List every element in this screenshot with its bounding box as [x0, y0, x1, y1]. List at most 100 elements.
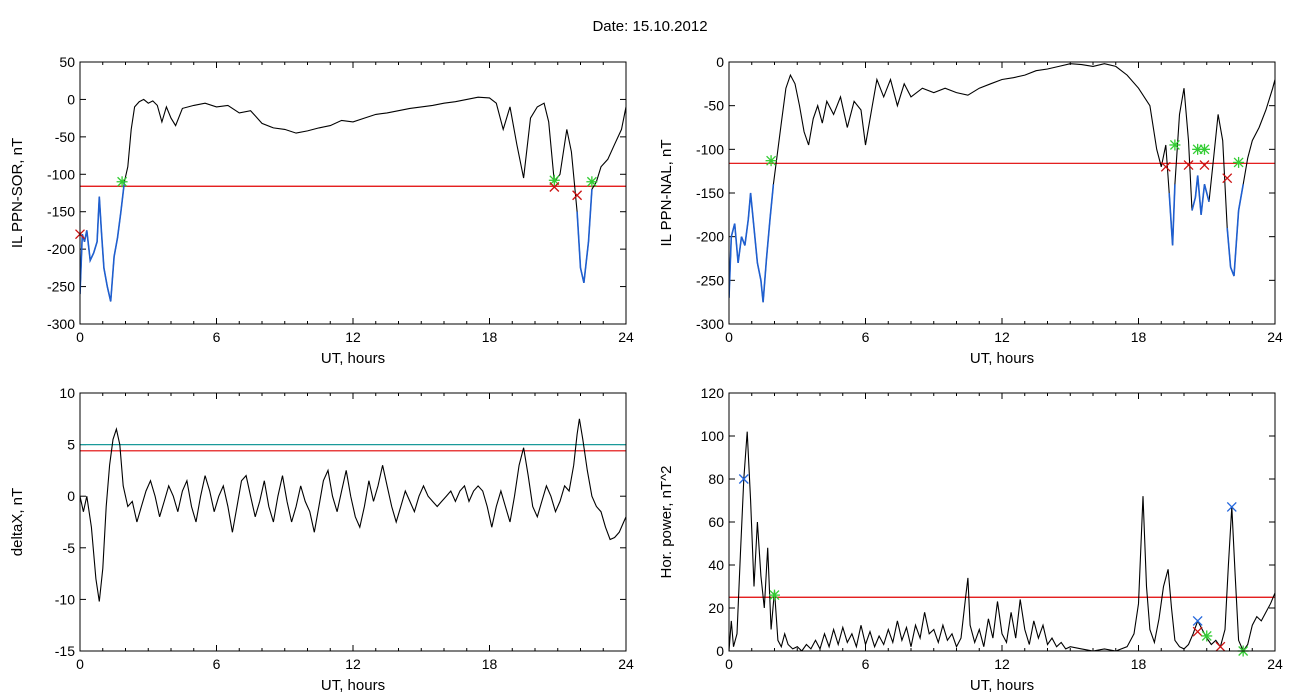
x-tick-label: 18 — [482, 329, 498, 345]
x-tick-label: 18 — [482, 656, 498, 672]
star-marker — [765, 155, 777, 167]
star-marker — [116, 176, 128, 188]
x-tick-label: 18 — [1131, 656, 1147, 672]
x-tick-label: 24 — [618, 656, 634, 672]
y-tick-label: 0 — [716, 643, 724, 659]
y-tick-label: 0 — [716, 54, 724, 70]
data-trace — [729, 63, 1275, 303]
y-tick-label: -250 — [696, 272, 724, 288]
y-tick-label: -300 — [47, 316, 75, 332]
x-tick-label: 0 — [725, 656, 733, 672]
x-axis-title: UT, hours — [970, 350, 1034, 367]
x-tick-label: 12 — [994, 329, 1010, 345]
y-tick-label: -50 — [55, 129, 75, 145]
marker-stroke — [1226, 501, 1237, 512]
chart-panel-1: 0 6 12 18 24 50 0 -50 -100 -150 -200 -250 -300 UT, ho… — [9, 54, 634, 367]
highlight-segment — [1226, 184, 1244, 277]
y-tick-label: -150 — [47, 204, 75, 220]
y-axis-title: IL PPN-NAL, nT — [658, 140, 675, 247]
x-marker — [1226, 501, 1237, 512]
star-marker — [586, 176, 598, 188]
plot-frame — [79, 392, 627, 652]
x-tick-label: 24 — [618, 329, 634, 345]
y-tick-label: -10 — [55, 591, 75, 607]
x-axis-title: UT, hours — [321, 350, 385, 367]
marker-stroke — [1222, 173, 1233, 184]
marker-stroke — [1192, 615, 1203, 626]
x-tick-label: 18 — [1131, 329, 1147, 345]
x-marker — [1199, 160, 1210, 171]
y-tick-label: 60 — [708, 514, 724, 530]
star-marker — [1201, 630, 1213, 642]
marker-stroke — [738, 474, 749, 484]
y-tick-label: -100 — [47, 166, 75, 182]
x-axis-title: UT, hours — [970, 677, 1034, 694]
x-tick-label: 0 — [76, 656, 84, 672]
marker-stroke — [1160, 161, 1171, 172]
x-tick-label: 6 — [213, 656, 221, 672]
star-marker — [1233, 156, 1245, 168]
plot-frame — [79, 61, 627, 325]
star-marker — [769, 589, 780, 601]
plot-frame — [728, 392, 1276, 652]
y-axis-title: Hor. power, nT^2 — [658, 466, 675, 579]
y-tick-label: 40 — [708, 557, 724, 573]
y-tick-label: 20 — [708, 600, 724, 616]
y-tick-label: -200 — [47, 241, 75, 257]
plot-frame — [728, 61, 1276, 325]
y-tick-label: 0 — [67, 91, 75, 107]
x-marker — [1222, 173, 1233, 184]
y-tick-label: 50 — [59, 54, 75, 70]
x-tick-label: 24 — [1267, 329, 1283, 345]
highlight-segment — [1191, 175, 1210, 215]
marker-stroke — [1183, 160, 1194, 171]
x-tick-label: 6 — [862, 656, 870, 672]
y-tick-label: -150 — [696, 185, 724, 201]
highlight-segment — [80, 181, 126, 302]
x-tick-label: 0 — [76, 329, 84, 345]
star-marker — [1169, 139, 1181, 151]
x-tick-label: 12 — [345, 329, 361, 345]
y-tick-label: 80 — [708, 471, 724, 487]
data-trace — [729, 431, 1275, 651]
marker-stroke — [1199, 160, 1210, 171]
highlight-segment — [576, 189, 593, 283]
x-marker — [1160, 161, 1171, 172]
marker-stroke — [1215, 641, 1226, 652]
marker-stroke — [549, 182, 560, 192]
highlight-segment — [729, 184, 775, 303]
x-marker — [1183, 160, 1194, 171]
x-tick-label: 0 — [725, 329, 733, 345]
y-tick-label: -300 — [696, 316, 724, 332]
y-tick-label: 10 — [59, 385, 75, 401]
star-marker — [1198, 143, 1210, 155]
data-trace — [80, 418, 626, 602]
y-axis-title: deltaX, nT — [9, 488, 26, 556]
x-tick-label: 12 — [345, 656, 361, 672]
chart-panel-3: 0 6 12 18 24 10 5 0 -5 -10 -15 UT, hours deltaX, nT — [9, 385, 634, 694]
x-tick-label: 24 — [1267, 656, 1283, 672]
y-tick-label: -250 — [47, 279, 75, 295]
y-tick-label: -15 — [55, 643, 75, 659]
figure-title: Date: 15.10.2012 — [592, 18, 708, 35]
x-tick-label: 6 — [862, 329, 870, 345]
chart-panel-4: 0 6 12 18 24 120 100 80 60 40 20 0 UT, hours Hor. pow… — [658, 385, 1283, 694]
marker-stroke — [1192, 626, 1203, 637]
x-marker — [738, 474, 749, 484]
y-tick-label: -200 — [696, 229, 724, 245]
x-marker — [1192, 626, 1203, 637]
x-marker — [572, 190, 583, 201]
x-marker — [1215, 641, 1226, 652]
y-tick-label: 100 — [701, 428, 725, 444]
y-tick-label: -50 — [704, 98, 724, 114]
marker-stroke — [572, 190, 583, 201]
y-tick-label: 5 — [67, 437, 75, 453]
x-marker — [549, 182, 560, 192]
y-tick-label: 0 — [67, 488, 75, 504]
y-tick-label: -100 — [696, 141, 724, 157]
y-axis-title: IL PPN-SOR, nT — [9, 138, 26, 248]
data-trace — [80, 96, 626, 302]
x-marker — [1192, 615, 1203, 626]
x-axis-title: UT, hours — [321, 677, 385, 694]
